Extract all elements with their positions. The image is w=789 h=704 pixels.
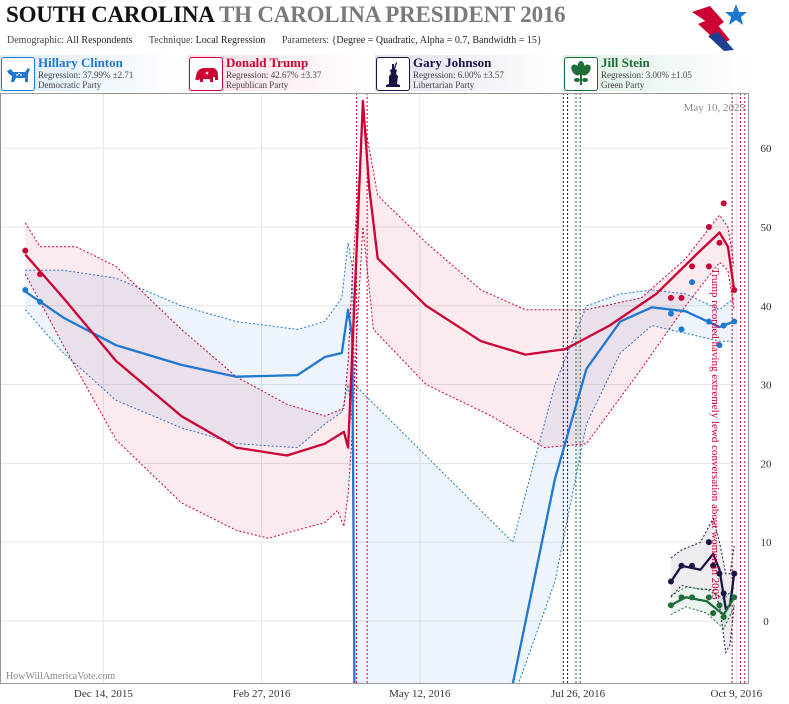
jill-stein-point [731, 594, 738, 601]
gary-johnson-point [716, 570, 723, 577]
candidate-party: Republican Party [226, 80, 289, 90]
hillary-clinton-point [731, 318, 738, 325]
hillary-clinton-point [716, 342, 723, 349]
x-tick-label: May 12, 2016 [389, 688, 451, 700]
candidate-regression: Regression: 37.99% ±2.71 [38, 70, 134, 80]
grid-lines [0, 93, 749, 684]
donald-trump-point [678, 294, 685, 301]
poll-points [22, 200, 738, 621]
donald-trump-band [25, 116, 735, 539]
jill-stein-point [710, 610, 717, 617]
jill-stein-point [720, 614, 727, 621]
gary-johnson-point [689, 562, 696, 569]
hillary-clinton-point [678, 326, 685, 333]
gary-johnson-band-lower [670, 584, 735, 655]
candidate-johnson: Gary Johnson Regression: 6.00% ±3.57 Lib… [375, 55, 563, 91]
leaf-icon [564, 57, 598, 91]
candidate-party: Democratic Party [38, 80, 102, 90]
technique-label: Technique: [148, 35, 194, 46]
x-tick-label: Jul 26, 2016 [551, 688, 606, 700]
candidate-name: Gary Johnson [413, 55, 492, 70]
candidate-regression: Regression: 42.67% ±3.37 [226, 70, 322, 80]
y-tick-label: 30 [761, 380, 773, 392]
donald-trump-point [689, 263, 696, 270]
donald-trump-point [22, 247, 29, 254]
gary-johnson-band [670, 518, 735, 653]
title-race: TH CAROLINA PRESIDENT 2016 [219, 2, 566, 27]
gary-johnson-band-upper [670, 517, 735, 575]
y-tick-label: 50 [761, 222, 773, 234]
gary-johnson-point [678, 562, 685, 569]
x-axis-ticks: Dec 14, 2015 Feb 27, 2016 May 12, 2016 Jul … [74, 688, 763, 700]
parameters-label: Parameters: [281, 35, 330, 46]
parameters-value: {Degree = Quadratic, Alpha = 0.7, Bandwi… [331, 35, 542, 46]
x-tick-label: Dec 14, 2015 [74, 688, 133, 700]
hillary-clinton-point [37, 298, 44, 305]
hillary-clinton-point [667, 310, 674, 317]
donald-trump-line [24, 99, 736, 457]
y-tick-label: 60 [761, 143, 773, 155]
donald-trump-point [716, 239, 723, 246]
jill-stein-point [705, 594, 712, 601]
gary-johnson-point [731, 570, 738, 577]
donald-trump-point [731, 287, 738, 293]
chart-title: SOUTH CAROLINA TH CAROLINA PRESIDENT 201… [6, 2, 566, 28]
candidate-regression: Regression: 6.00% ±3.57 [413, 70, 504, 80]
demographic-value: All Respondents [66, 35, 133, 46]
date-label: May 10, 2025 [684, 102, 746, 114]
hillary-clinton-point [22, 287, 29, 293]
donald-trump-point [667, 294, 674, 301]
candidate-name: Donald Trump [226, 55, 309, 70]
gary-johnson-point [710, 562, 717, 569]
y-tick-label: 20 [761, 458, 773, 470]
elephant-icon [189, 57, 223, 91]
jill-stein-band-lower [670, 606, 735, 630]
gary-johnson-point [667, 578, 674, 585]
chart-parameters: Demographic: All Respondents Technique: … [7, 35, 542, 46]
demographic-label: Demographic: [7, 35, 65, 46]
jill-stein-point [667, 602, 674, 609]
title-state: SOUTH CAROLINA [6, 2, 214, 27]
y-tick-label: 10 [761, 537, 773, 549]
jill-stein-point [716, 602, 723, 609]
candidate-regression: Regression: 3.00% ±1.05 [601, 70, 692, 80]
candidate-legend: Hillary Clinton Regression: 37.99% ±2.71… [0, 55, 789, 93]
candidate-name: Hillary Clinton [38, 55, 123, 70]
y-tick-label: 40 [761, 301, 773, 313]
hillary-clinton-band [25, 242, 735, 684]
candidate-clinton: Hillary Clinton Regression: 37.99% ±2.71… [0, 55, 188, 91]
donald-trump-band-upper [24, 116, 735, 417]
candidate-name: Jill Stein [601, 55, 650, 70]
plot-frame [0, 93, 749, 684]
jill-stein-point [689, 594, 696, 601]
hillary-clinton-point [689, 279, 696, 286]
donald-trump-point [37, 271, 44, 278]
liberty-icon [376, 57, 410, 91]
y-tick-label: 0 [763, 616, 769, 628]
technique-value: Local Regression [195, 35, 266, 46]
hillary-clinton-point [705, 318, 712, 325]
chart-header: SOUTH CAROLINA TH CAROLINA PRESIDENT 201… [0, 0, 789, 52]
gary-johnson-point [720, 590, 727, 597]
jill-stein-point [678, 594, 685, 601]
donald-trump-point [720, 200, 727, 207]
donald-trump-point [705, 223, 712, 230]
hillary-clinton-point [720, 322, 727, 329]
candidate-stein: Jill Stein Regression: 3.00% ±1.05 Green… [563, 55, 751, 91]
candidate-party: Libertarian Party [413, 80, 475, 90]
gary-johnson-point [705, 539, 712, 546]
candidate-trump: Donald Trump Regression: 42.67% ±3.37 Re… [188, 55, 376, 91]
x-tick-label: Feb 27, 2016 [233, 688, 291, 700]
watermark: HowWillAmericaVote.com [6, 671, 115, 682]
donald-trump-point [705, 263, 712, 270]
event-annotation: Trump recorded having extremely lewd con… [709, 268, 721, 600]
candidate-party: Green Party [601, 80, 645, 90]
x-tick-label: Oct 9, 2016 [711, 688, 763, 700]
confidence-bands [24, 116, 735, 684]
y-axis-ticks: 0 10 20 30 40 50 60 [761, 143, 773, 628]
site-logo-icon [692, 4, 747, 51]
donkey-icon [1, 57, 35, 91]
